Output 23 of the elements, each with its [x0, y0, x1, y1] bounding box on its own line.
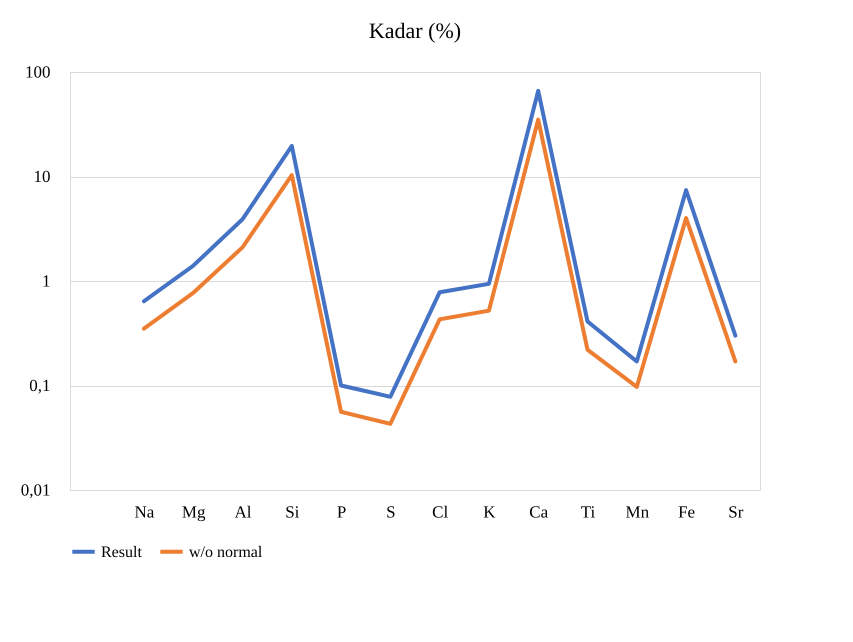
legend-label: Result [101, 544, 142, 561]
y-tick-label: 10 [34, 167, 50, 186]
x-tick-label: Na [134, 502, 155, 522]
x-tick-label: P [336, 502, 346, 522]
x-tick-label: Mn [625, 502, 650, 522]
y-tick-label: 0,1 [29, 376, 50, 395]
x-tick-label: Ti [580, 502, 596, 522]
chart-title: Kadar (%) [368, 18, 462, 43]
x-tick-label: Mg [182, 502, 206, 522]
x-tick-label: S [386, 502, 396, 522]
x-tick-label: Si [285, 502, 300, 522]
x-tick-label: Al [234, 502, 252, 522]
line-series [142, 88, 738, 399]
x-tick-label: Cl [432, 502, 448, 522]
x-tick-label: Fe [678, 502, 696, 522]
x-tick-label: Ca [529, 502, 549, 522]
y-tick-label: 0,01 [20, 480, 50, 500]
line-series [142, 118, 738, 426]
y-tick-label: 1 [42, 272, 50, 290]
y-tick-label: 100 [25, 62, 50, 82]
x-tick-label: K [483, 502, 496, 522]
x-tick-label: Sr [728, 502, 744, 522]
legend-label: w/o normal [189, 544, 263, 561]
